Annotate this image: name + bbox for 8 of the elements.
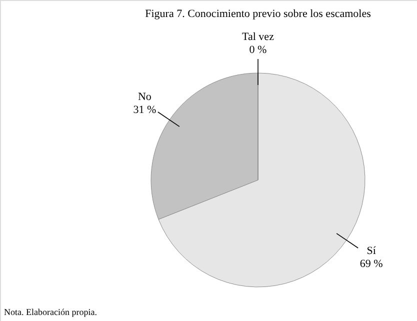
slice-label: No — [138, 90, 152, 103]
slice-label: Sí — [366, 245, 376, 258]
text: 0 % — [249, 44, 267, 56]
data-label: 69 % — [360, 258, 383, 270]
category-label: Tal vez — [242, 31, 274, 43]
chart-title: Figura 7. Conocimiento previo sobre los escamoles — [145, 8, 371, 20]
data-label: 31 % — [133, 104, 156, 116]
text: Nota. Elaboración propia. — [4, 307, 97, 317]
